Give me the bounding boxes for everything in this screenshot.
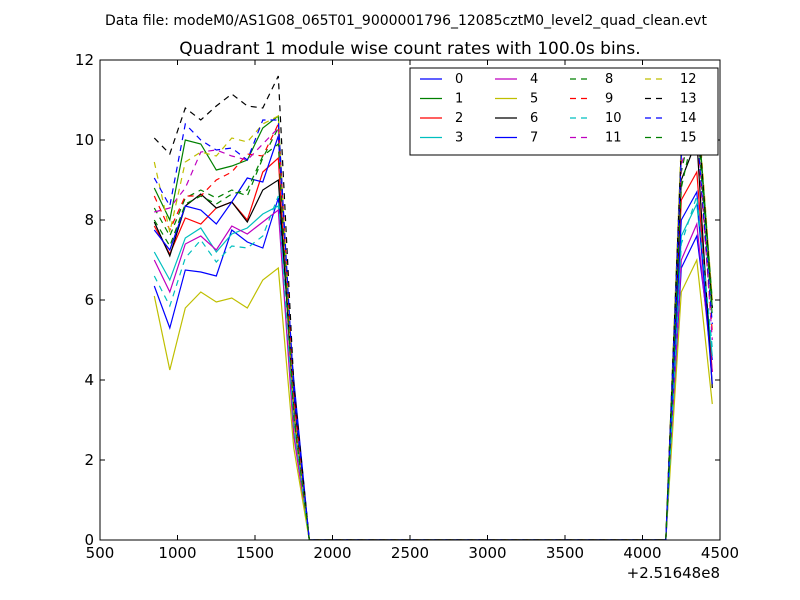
legend-label-9: 9 [605, 92, 613, 107]
legend-label-12: 12 [680, 72, 697, 87]
legend-label-1: 1 [455, 92, 463, 107]
legend-label-8: 8 [605, 72, 613, 87]
legend-label-7: 7 [530, 131, 538, 146]
series-line-8 [153, 99, 713, 540]
legend-label-4: 4 [530, 72, 538, 87]
series-line-2 [153, 156, 713, 540]
legend-label-13: 13 [680, 92, 697, 107]
series-line-15 [153, 115, 713, 540]
series-line-10 [153, 195, 713, 540]
legend-box [409, 67, 719, 156]
legend-label-2: 2 [455, 111, 463, 126]
legend-label-0: 0 [455, 72, 463, 87]
series-line-6 [153, 139, 713, 540]
y-tick-label: 2 [84, 451, 94, 469]
legend-label-14: 14 [680, 111, 697, 126]
x-axis: 500 1000 1500 2000 2500 3000 3500 4000 4500 [86, 60, 739, 562]
x-tick-label: 2500 [391, 544, 429, 562]
legend-label-11: 11 [605, 131, 622, 146]
y-tick-label: 6 [84, 291, 94, 309]
series-line-11 [154, 119, 713, 540]
y-tick-label: 4 [84, 371, 94, 389]
series-group [153, 75, 713, 540]
series-line-7 [153, 135, 713, 540]
x-tick-label: 500 [86, 544, 115, 562]
x-tick-label: 3000 [468, 544, 506, 562]
series-line-12 [153, 91, 713, 540]
series-line-14 [153, 119, 713, 540]
y-tick-label: 12 [75, 51, 94, 69]
x-tick-label: 2000 [313, 544, 351, 562]
y-tick-label: 10 [75, 131, 94, 149]
y-tick-label: 0 [84, 531, 94, 549]
legend-label-15: 15 [680, 131, 697, 146]
x-tick-label: 3500 [546, 544, 584, 562]
figure-suptitle: Data file: modeM0/AS1G08_065T01_90000017… [105, 13, 707, 29]
legend-label-3: 3 [455, 131, 463, 146]
y-tick-label: 8 [84, 211, 94, 229]
x-tick-label: 1000 [158, 544, 196, 562]
series-line-0 [153, 197, 713, 540]
x-tick-label: 4500 [701, 544, 739, 562]
series-line-3 [153, 201, 713, 540]
series-line-9 [153, 121, 713, 540]
x-tick-label: 4000 [623, 544, 661, 562]
legend-label-5: 5 [530, 92, 538, 107]
series-line-1 [153, 103, 713, 540]
legend-label-10: 10 [605, 111, 622, 126]
chart-title: Quadrant 1 module wise count rates with … [179, 39, 640, 59]
x-offset-label: +2.51648e8 [627, 564, 720, 582]
series-line-4 [153, 208, 713, 540]
legend-label-6: 6 [530, 111, 538, 126]
x-tick-label: 1500 [236, 544, 274, 562]
series-line-5 [153, 257, 713, 540]
